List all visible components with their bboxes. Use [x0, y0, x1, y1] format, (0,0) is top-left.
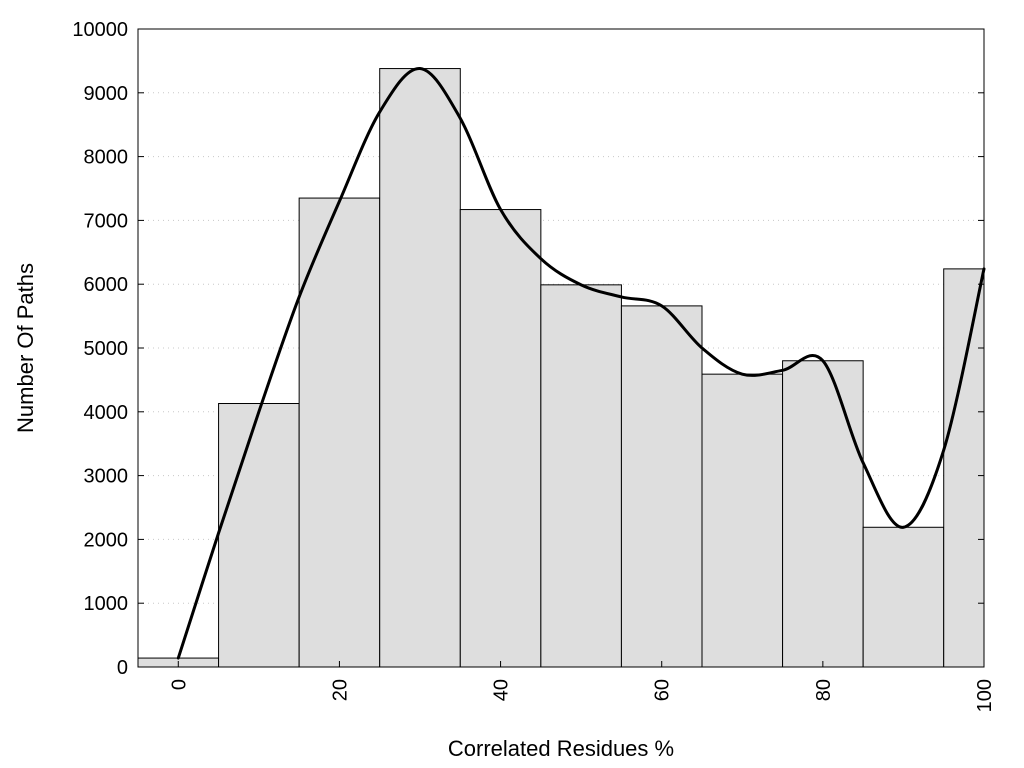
y-tick-label: 8000	[84, 147, 129, 169]
x-tick-label: 60	[652, 679, 674, 701]
histogram-bar	[379, 68, 461, 668]
histogram-bar	[943, 268, 985, 668]
y-tick-label: 2000	[84, 529, 129, 551]
y-tick-label: 1000	[84, 593, 129, 615]
x-tick-label: 40	[491, 679, 513, 701]
y-axis-label: Number Of Paths	[13, 263, 38, 433]
y-tick-label: 9000	[84, 83, 129, 105]
x-tick-label: 20	[329, 679, 351, 701]
y-tick-label: 3000	[84, 466, 129, 488]
x-tick-label: 80	[813, 679, 835, 701]
histogram-bar	[218, 403, 300, 668]
smooth-density-curve	[176, 67, 986, 660]
y-tick-label: 10000	[72, 19, 128, 41]
y-tick-label: 0	[117, 657, 128, 679]
x-axis: 0 20 40 60 80 100	[168, 661, 996, 712]
y-tick-label: 7000	[84, 210, 129, 232]
y-tick-label: 6000	[84, 274, 129, 296]
y-tick-label: 4000	[84, 402, 129, 424]
x-tick-label: 100	[974, 679, 996, 712]
histogram-bar	[862, 526, 945, 668]
curve-layer	[176, 67, 986, 660]
x-tick-label: 0	[168, 679, 190, 690]
histogram-bar	[620, 305, 703, 668]
bars-layer	[137, 68, 985, 668]
y-axis: 0 1000 2000 3000 4000 5000 6000 7000 8000 9000 100…	[72, 19, 984, 679]
y-tick-label: 5000	[84, 338, 129, 360]
histogram-bar	[459, 209, 542, 668]
histogram-bar	[540, 284, 622, 668]
x-axis-label: Correlated Residues %	[448, 736, 674, 761]
histogram-bar	[782, 360, 864, 668]
histogram-bar	[701, 373, 784, 668]
